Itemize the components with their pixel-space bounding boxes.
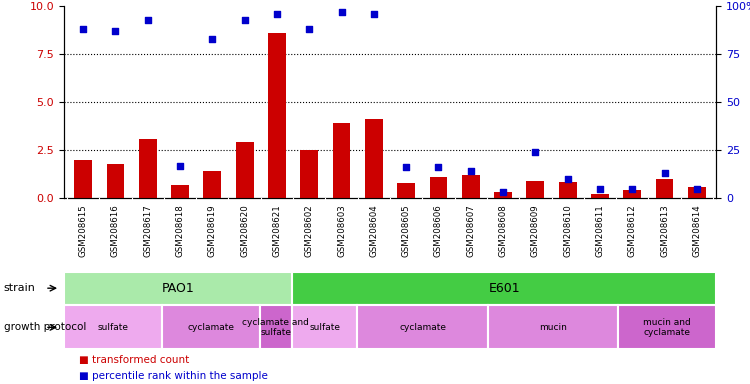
Point (626, 185, 638, 192)
Point (271, 11, 283, 17)
Text: mucin and
cyclamate: mucin and cyclamate (644, 318, 692, 337)
Text: GSM208620: GSM208620 (240, 204, 249, 257)
Text: GSM208605: GSM208605 (402, 204, 411, 257)
Text: GSM208618: GSM208618 (176, 204, 184, 257)
Text: GSM208614: GSM208614 (692, 204, 701, 257)
Point (594, 185, 606, 192)
Text: E601: E601 (488, 282, 520, 295)
Point (691, 185, 703, 192)
Text: GSM208608: GSM208608 (499, 204, 508, 257)
Point (658, 170, 670, 176)
Point (368, 11, 380, 17)
Bar (398, 183, 415, 198)
Bar (526, 181, 544, 198)
Point (433, 164, 445, 170)
Bar (203, 171, 221, 198)
Point (400, 164, 412, 170)
Bar (236, 142, 254, 198)
Point (303, 26, 315, 32)
Point (238, 17, 250, 23)
Text: GSM208619: GSM208619 (208, 204, 217, 257)
Bar (365, 119, 382, 198)
Bar (171, 185, 189, 198)
Text: cyclamate and
sulfate: cyclamate and sulfate (242, 318, 309, 337)
Point (174, 162, 186, 169)
Text: GSM208603: GSM208603 (337, 204, 346, 257)
Text: GSM208607: GSM208607 (466, 204, 476, 257)
Text: GSM208602: GSM208602 (304, 204, 313, 257)
Text: PAO1: PAO1 (161, 282, 194, 295)
Bar (494, 192, 512, 198)
Text: GSM208609: GSM208609 (531, 204, 540, 257)
Text: growth protocol: growth protocol (4, 322, 86, 333)
Bar (688, 187, 706, 198)
Text: GSM208606: GSM208606 (434, 204, 443, 257)
Text: GSM208611: GSM208611 (596, 204, 604, 257)
Bar (106, 164, 124, 198)
Bar (656, 179, 674, 198)
Text: GSM208612: GSM208612 (628, 204, 637, 257)
Bar (462, 175, 480, 198)
Point (142, 17, 154, 23)
Text: cyclamate: cyclamate (399, 323, 446, 332)
Bar (300, 150, 318, 198)
Bar (623, 190, 641, 198)
Text: sulfate: sulfate (98, 323, 128, 332)
Text: mucin: mucin (539, 323, 567, 332)
Bar (268, 33, 286, 198)
Text: strain: strain (4, 283, 36, 293)
Point (530, 149, 542, 155)
Bar (74, 160, 92, 198)
Text: cyclamate: cyclamate (187, 323, 234, 332)
Point (206, 36, 218, 42)
Text: GSM208621: GSM208621 (272, 204, 281, 257)
Text: GSM208617: GSM208617 (143, 204, 152, 257)
Point (77, 26, 89, 32)
Bar (333, 123, 350, 198)
Text: ■ transformed count: ■ transformed count (79, 356, 189, 366)
Text: ■ percentile rank within the sample: ■ percentile rank within the sample (79, 371, 268, 381)
Point (497, 189, 509, 195)
Text: GSM208616: GSM208616 (111, 204, 120, 257)
Point (465, 168, 477, 174)
Text: GSM208613: GSM208613 (660, 204, 669, 257)
Point (562, 176, 574, 182)
Bar (430, 177, 447, 198)
Text: sulfate: sulfate (309, 323, 340, 332)
Point (335, 9, 347, 15)
Bar (139, 139, 157, 198)
Text: GSM208610: GSM208610 (563, 204, 572, 257)
Text: GSM208615: GSM208615 (79, 204, 88, 257)
Point (110, 28, 122, 34)
Bar (559, 182, 577, 198)
Text: GSM208604: GSM208604 (369, 204, 378, 257)
Bar (591, 194, 609, 198)
